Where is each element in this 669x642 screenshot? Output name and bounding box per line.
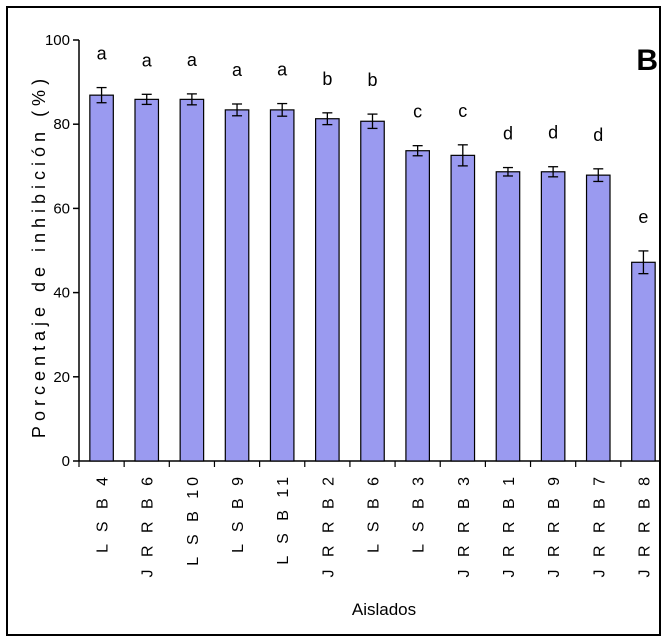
bar: [134, 98, 160, 462]
x-tick-label: L S B 11: [275, 473, 292, 565]
significance-label: b: [367, 70, 377, 90]
bars: a a a a a b b c c d d d e: [89, 44, 656, 462]
significance-label: a: [97, 44, 108, 64]
bar: [495, 171, 521, 462]
x-tick-label: J R R B 3: [456, 473, 473, 577]
bar: [179, 98, 205, 462]
y-tick-label: 100: [45, 32, 70, 49]
significance-label: d: [503, 124, 513, 144]
bar: [89, 94, 114, 462]
x-tick-label: L S B 4: [95, 473, 112, 553]
bar: [540, 171, 566, 462]
panel-label: B: [636, 44, 658, 77]
x-tick-label: J R R B 9: [546, 473, 563, 577]
bar: [315, 118, 340, 462]
y-tick-label: 40: [53, 285, 70, 302]
y-tick-label: 20: [53, 369, 70, 386]
y-tick-label: 80: [53, 116, 70, 133]
significance-label: a: [232, 60, 243, 80]
significance-label: c: [458, 101, 467, 121]
bar: [360, 120, 385, 462]
significance-label: b: [322, 69, 332, 89]
y-axis-label: Porcentaje de inhibición (%): [29, 74, 49, 438]
y-tick-label: 0: [62, 453, 70, 470]
y-tick-label: 60: [53, 200, 70, 217]
x-tick-label: L S B 3: [411, 473, 428, 553]
significance-label: a: [142, 50, 153, 70]
axes: 0 20 40 60 80 100 L S B 4 J R R B 6 L S B 10 L S …: [45, 32, 667, 577]
significance-label: a: [187, 50, 198, 70]
bar: [405, 150, 430, 462]
x-tick-label: L S B 6: [366, 473, 383, 553]
x-tick-label: L S B 10: [185, 473, 202, 566]
bar: [224, 109, 250, 462]
bar: [269, 109, 295, 462]
x-tick-label: J R R B 6: [140, 473, 157, 577]
x-tick-label: J R R B 2: [320, 473, 337, 577]
bar-chart: B Porcentaje de inhibición (%) Aislados …: [29, 32, 667, 619]
significance-label: c: [413, 102, 422, 122]
bar: [585, 174, 611, 462]
x-tick-label: J R R B 8: [636, 473, 653, 577]
bar: [450, 154, 476, 462]
significance-label: d: [593, 125, 603, 145]
significance-label: d: [548, 123, 558, 143]
bar: [631, 261, 656, 462]
x-tick-label: L S B 9: [230, 473, 247, 553]
x-tick-label: J R R B 7: [591, 473, 608, 577]
x-tick-label: J R R B 1: [501, 473, 518, 577]
significance-label: e: [638, 207, 648, 227]
significance-label: a: [277, 60, 288, 80]
x-axis-label: Aislados: [352, 600, 416, 619]
figure-frame: B Porcentaje de inhibición (%) Aislados …: [6, 6, 667, 636]
